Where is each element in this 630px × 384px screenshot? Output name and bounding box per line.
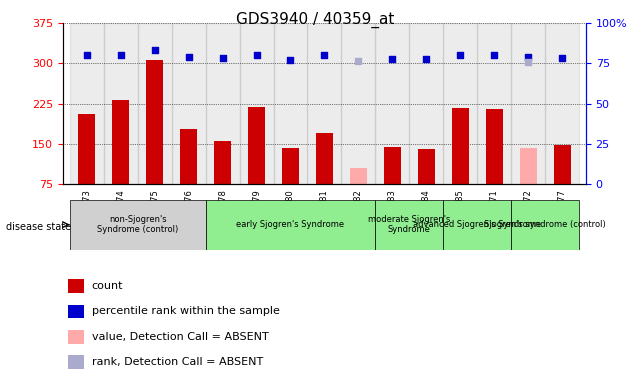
Point	[523, 59, 533, 65]
Text: moderate Sjogren's
Syndrome: moderate Sjogren's Syndrome	[368, 215, 450, 234]
FancyBboxPatch shape	[70, 200, 205, 250]
Bar	[104, 23, 138, 184]
Point	[387, 56, 398, 62]
Point	[455, 52, 466, 58]
Bar	[68, 305, 84, 318]
Bar	[554, 145, 571, 184]
Bar	[384, 147, 401, 184]
Bar	[444, 23, 478, 184]
Bar	[205, 23, 239, 184]
Point	[251, 52, 261, 58]
FancyBboxPatch shape	[375, 200, 444, 250]
Bar	[78, 114, 95, 184]
Text: Sjogren's syndrome (control): Sjogren's syndrome (control)	[484, 220, 606, 229]
Bar	[418, 149, 435, 184]
Text: count: count	[92, 281, 123, 291]
Text: percentile rank within the sample: percentile rank within the sample	[92, 306, 280, 316]
Text: non-Sjogren's
Syndrome (control): non-Sjogren's Syndrome (control)	[97, 215, 178, 234]
Point	[523, 55, 533, 61]
Bar	[248, 108, 265, 184]
Bar	[138, 23, 171, 184]
Bar	[350, 168, 367, 184]
Point	[183, 55, 193, 61]
Bar	[410, 23, 444, 184]
Point	[285, 56, 295, 63]
Point	[82, 52, 92, 58]
Bar	[112, 100, 129, 184]
Point	[116, 52, 126, 58]
Bar	[146, 60, 163, 184]
Point	[489, 52, 499, 58]
Bar	[307, 23, 341, 184]
Bar	[341, 23, 375, 184]
Text: GDS3940 / 40359_at: GDS3940 / 40359_at	[236, 12, 394, 28]
FancyBboxPatch shape	[205, 200, 375, 250]
Bar	[171, 23, 205, 184]
FancyBboxPatch shape	[444, 200, 511, 250]
Point	[319, 52, 329, 58]
Point	[421, 56, 432, 62]
Bar	[478, 23, 511, 184]
Bar	[68, 330, 84, 344]
Point	[353, 58, 364, 64]
Bar	[239, 23, 273, 184]
Bar	[214, 141, 231, 184]
Bar	[511, 23, 545, 184]
Point	[217, 55, 227, 61]
FancyBboxPatch shape	[511, 200, 579, 250]
Bar	[452, 108, 469, 184]
Text: disease state: disease state	[6, 222, 71, 232]
Bar	[486, 109, 503, 184]
Bar	[180, 129, 197, 184]
Bar	[520, 148, 537, 184]
Bar	[68, 279, 84, 293]
Point	[557, 55, 567, 61]
Point	[150, 47, 160, 53]
Bar	[282, 148, 299, 184]
Text: early Sjogren's Syndrome: early Sjogren's Syndrome	[236, 220, 345, 229]
Bar	[545, 23, 579, 184]
Bar	[273, 23, 307, 184]
Bar	[375, 23, 410, 184]
Text: advanced Sjogren's Syndrome: advanced Sjogren's Syndrome	[413, 220, 541, 229]
Text: rank, Detection Call = ABSENT: rank, Detection Call = ABSENT	[92, 357, 263, 367]
Bar	[68, 355, 84, 369]
Bar	[316, 133, 333, 184]
Text: value, Detection Call = ABSENT: value, Detection Call = ABSENT	[92, 332, 268, 342]
Bar	[70, 23, 104, 184]
